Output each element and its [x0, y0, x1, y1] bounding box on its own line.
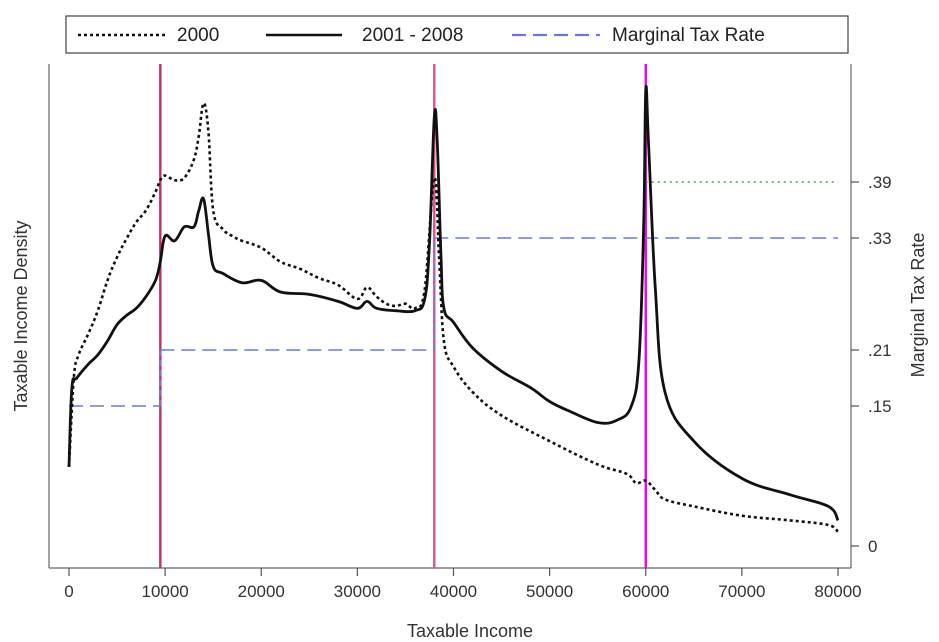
right-axis-ticks: 0 .15 .21 .33 .39 [851, 173, 892, 556]
right-tick-label-4: .39 [868, 173, 892, 192]
vertical-reference-lines [159, 64, 647, 568]
x-tick-label-20000: 20000 [238, 582, 285, 601]
x-tick-label-60000: 60000 [622, 582, 669, 601]
right-tick-label-2: .21 [868, 341, 892, 360]
right-axis-title: Marginal Tax Rate [908, 233, 928, 378]
legend-label-2000: 2000 [177, 25, 219, 46]
legend-box [65, 15, 849, 54]
x-axis-ticks: 0 10000 20000 30000 40000 50000 60000 70000 8000… [64, 568, 862, 601]
legend-label-2001-2008: 2001 - 2008 [362, 25, 463, 46]
x-tick-label-50000: 50000 [526, 582, 573, 601]
legend-label-marginal-tax-rate: Marginal Tax Rate [612, 25, 765, 46]
legend: 2000 2001 - 2008 Marginal Tax Rate [65, 15, 849, 54]
plot-frame [48, 64, 852, 569]
right-tick-label-3: .33 [868, 229, 892, 248]
x-tick-label-10000: 10000 [141, 582, 188, 601]
x-tick-label-70000: 70000 [718, 582, 765, 601]
right-tick-label-1: .15 [868, 397, 892, 416]
series-line-2000 [67, 101, 839, 534]
left-axis-title: Taxable Income Density [11, 220, 31, 411]
x-tick-label-0: 0 [64, 582, 73, 601]
x-tick-label-80000: 80000 [814, 582, 861, 601]
x-tick-label-40000: 40000 [430, 582, 477, 601]
x-axis-title: Taxable Income [407, 621, 533, 641]
marginal-tax-rate-lines [69, 181, 838, 407]
density-series [67, 85, 840, 534]
x-tick-label-30000: 30000 [334, 582, 381, 601]
right-tick-label-0: 0 [868, 537, 877, 556]
series-line-2001-2008 [67, 85, 840, 522]
